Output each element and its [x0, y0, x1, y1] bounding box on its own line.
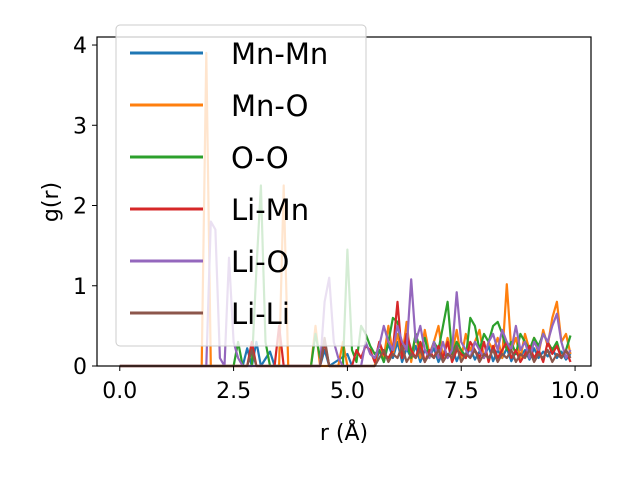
legend-label-li-mn: Li-Mn	[231, 193, 309, 227]
y-tick-label: 3	[73, 114, 87, 139]
y-tick-label: 0	[73, 355, 87, 380]
legend-label-li-li: Li-Li	[231, 297, 290, 331]
y-tick-label: 2	[73, 195, 87, 220]
x-axis: 0.0 2.5 5.0 7.5 10.0	[102, 366, 600, 404]
legend: Mn-Mn Mn-O O-O Li-Mn Li-O Li-Li	[115, 24, 367, 347]
y-axis: 0 1 2 3 4	[73, 34, 97, 380]
x-tick-label: 10.0	[551, 379, 600, 404]
series-line-o-o	[119, 184, 572, 368]
x-tick-label: 5.0	[330, 379, 365, 404]
x-tick-label: 0.0	[102, 379, 137, 404]
y-tick-label: 4	[73, 34, 87, 59]
x-tick-label: 2.5	[216, 379, 251, 404]
y-tick-label: 1	[73, 275, 87, 300]
x-axis-label: r (Å)	[320, 419, 368, 446]
legend-label-mn-o: Mn-O	[231, 89, 309, 123]
legend-label-o-o: O-O	[231, 141, 289, 175]
y-axis-label: g(r)	[39, 182, 64, 222]
x-tick-label: 7.5	[444, 379, 479, 404]
legend-label-mn-mn: Mn-Mn	[231, 37, 328, 71]
legend-label-li-o: Li-O	[231, 245, 289, 279]
series-line-li-li	[119, 336, 572, 368]
